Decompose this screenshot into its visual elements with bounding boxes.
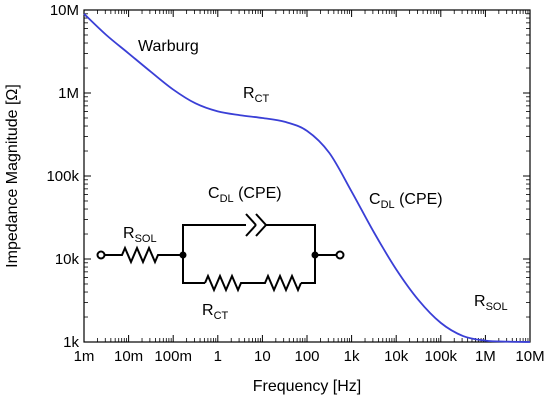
circuit-label-cdl-main: C [208, 185, 220, 202]
circuit-bottom-branch-right [301, 255, 316, 284]
y-axis-title: Impedance Magnitude [Ω] [4, 84, 21, 268]
x-tick-label: 100k [425, 348, 458, 365]
circuit-terminal-left [96, 250, 106, 260]
circuit-label-rsol: RSOL [123, 225, 157, 245]
x-axis-title: Frequency [Hz] [253, 378, 361, 395]
impedance-curve [83, 13, 531, 343]
annotation-cdl-main: C [369, 191, 381, 208]
annotation-rct-sub: CT [255, 93, 270, 105]
cpe-plate-right-b [255, 224, 267, 237]
equivalent-circuit [96, 213, 345, 293]
annotation-cdl-sub: DL [381, 199, 395, 211]
circuit-top-branch-left [182, 224, 246, 255]
x-tick-label: 10M [515, 348, 544, 365]
x-tick-label: 1k [344, 348, 360, 365]
annotation-cdl-suffix: (CPE) [395, 191, 443, 208]
y-tick-label: 10k [55, 251, 80, 268]
circuit-bottom-branch-left [182, 255, 205, 284]
cpe-plate-left-b [245, 224, 257, 237]
circuit-top-branch-right [266, 224, 316, 255]
axis-ticks [83, 9, 531, 343]
circuit-label-rct: RCT [202, 302, 229, 322]
axis-tick-labels: 1m 10m 100m 1 10 100 1k 10k 100k 1M 10M 1k 10k 100k 1M… [46, 2, 544, 365]
annotation-rsol-sub: SOL [486, 301, 508, 313]
x-tick-label: 10k [384, 348, 409, 365]
y-tick-label: 100k [46, 168, 79, 185]
annotation-warburg: Warburg [138, 38, 199, 55]
circuit-label-cdl: CDL (CPE) [208, 185, 282, 205]
y-tick-label: 1M [58, 85, 79, 102]
x-tick-label: 10m [114, 348, 143, 365]
x-tick-label: 1m [74, 348, 95, 365]
x-tick-label: 100m [154, 348, 192, 365]
circuit-label-rsol-sub: SOL [135, 233, 157, 245]
x-tick-label: 100 [294, 348, 319, 365]
annotation-rsol-main: R [474, 293, 486, 310]
x-tick-label: 10 [254, 348, 271, 365]
circuit-label-cdl-sub: DL [220, 193, 234, 205]
cpe-plate-right [255, 213, 267, 226]
circuit-label-rct-sub: CT [214, 310, 229, 322]
x-tick-label: 1 [214, 348, 222, 365]
y-tick-label: 10M [50, 2, 79, 19]
x-tick-label: 1M [475, 348, 496, 365]
annotation-cdl: CDL (CPE) [369, 191, 443, 211]
circuit-label-rsol-main: R [123, 225, 135, 242]
annotation-rct-main: R [243, 85, 255, 102]
cpe-plate-left [245, 213, 257, 226]
circuit-terminal-right [335, 250, 345, 260]
rsol-resistor [104, 245, 183, 265]
plot-frame [83, 9, 531, 343]
circuit-label-cdl-suffix: (CPE) [234, 185, 282, 202]
annotation-rct: RCT [243, 85, 270, 105]
circuit-label-rct-main: R [202, 302, 214, 319]
annotation-rsol: RSOL [474, 293, 508, 313]
rct-resistor [204, 273, 302, 293]
y-tick-label: 1k [63, 334, 79, 351]
